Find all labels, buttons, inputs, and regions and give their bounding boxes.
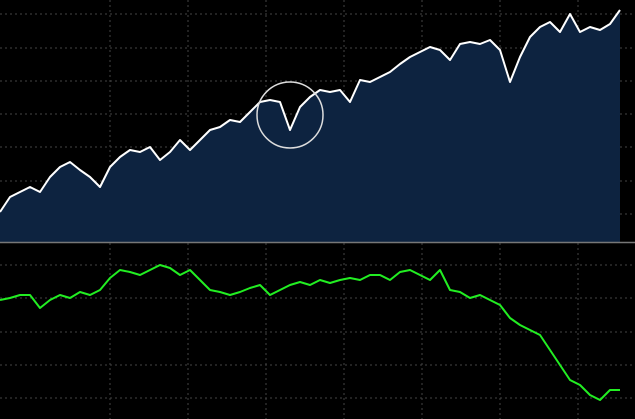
highlight-circle	[256, 81, 324, 149]
panel	[0, 0, 635, 242]
line	[0, 264, 620, 401]
line	[0, 9, 621, 213]
area-fill	[0, 10, 620, 242]
panel	[0, 243, 635, 419]
grid	[0, 243, 635, 419]
